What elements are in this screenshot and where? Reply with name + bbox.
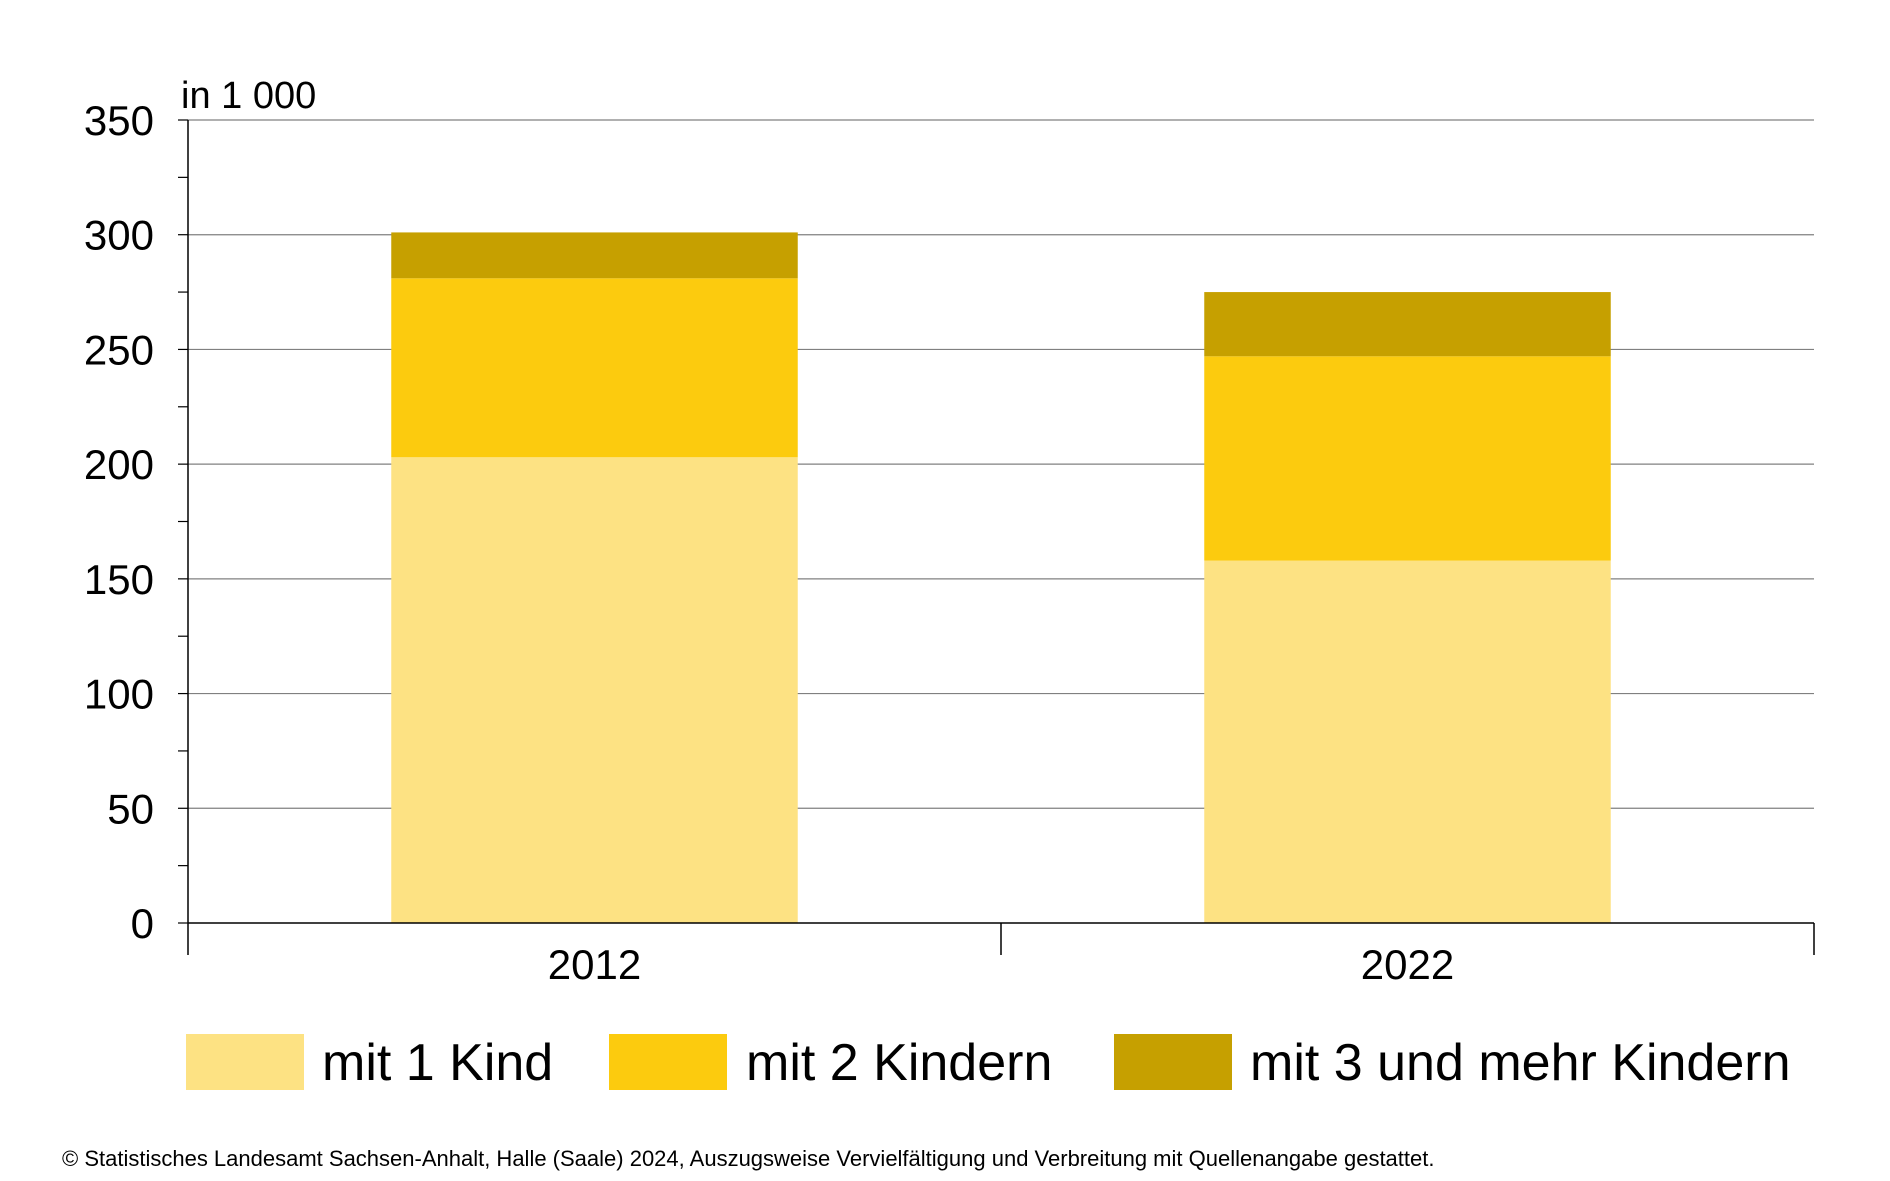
x-tick-label: 2012 [548, 941, 641, 988]
y-tick-label: 350 [84, 97, 154, 144]
legend-label: mit 1 Kind [322, 1034, 553, 1092]
bar-segment [1204, 560, 1611, 923]
legend-swatch [1114, 1034, 1232, 1090]
x-tick-label: 2022 [1361, 941, 1454, 988]
y-tick-label: 0 [131, 900, 154, 947]
y-tick-label: 150 [84, 556, 154, 603]
bar-segment [1204, 356, 1611, 561]
bar-segment [391, 232, 798, 279]
bars [391, 232, 1611, 923]
bar-segment [1204, 292, 1611, 357]
y-tick-label: 50 [107, 785, 154, 832]
y-tick-label: 300 [84, 212, 154, 259]
axes [178, 119, 1815, 955]
y-tick-label: 250 [84, 326, 154, 373]
axis-labels: 0 50 100 150 200 250 300 350 2012 2022 [84, 97, 1454, 988]
legend: mit 1 Kind mit 2 Kindern mit 3 und mehr Ki… [186, 1034, 1791, 1092]
legend-label: mit 2 Kindern [746, 1034, 1052, 1092]
copyright-footer: © Statistisches Landesamt Sachsen-Anhalt… [62, 1146, 1435, 1171]
y-tick-label: 100 [84, 671, 154, 718]
legend-swatch [609, 1034, 727, 1090]
legend-swatch [186, 1034, 304, 1090]
y-axis-unit-label: in 1 000 [181, 75, 316, 117]
bar-segment [391, 278, 798, 458]
bar-segment [391, 457, 798, 923]
y-tick-label: 200 [84, 441, 154, 488]
legend-label: mit 3 und mehr Kindern [1250, 1034, 1791, 1092]
